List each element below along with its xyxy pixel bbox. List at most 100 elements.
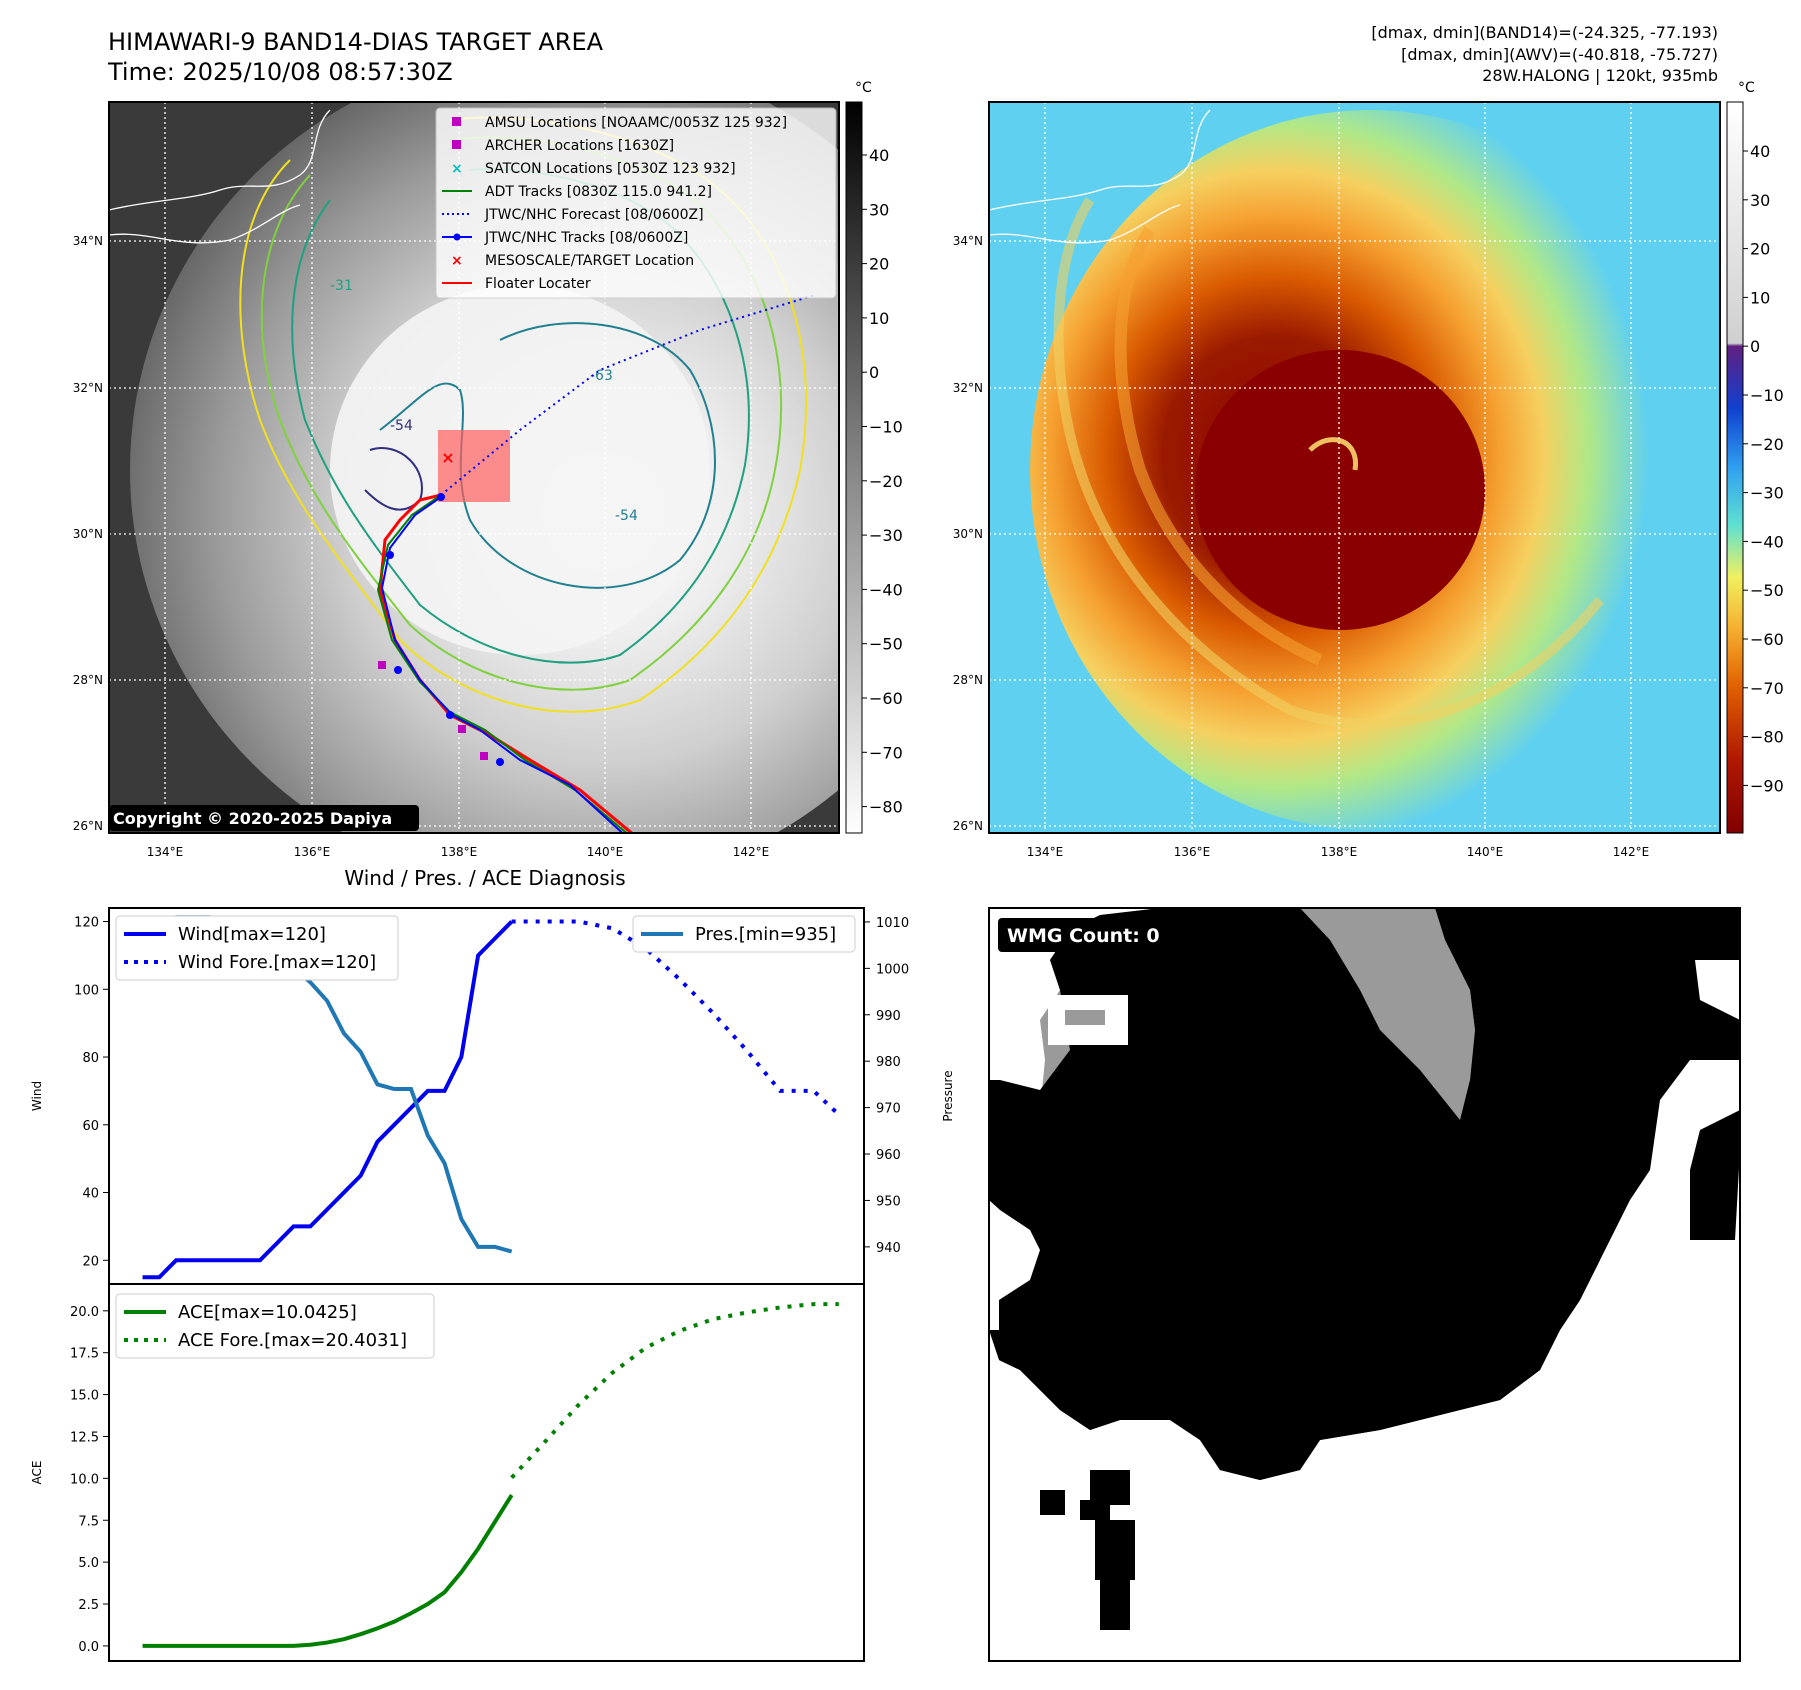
gray-colorbar-label: 10	[869, 309, 889, 328]
legend-marker-square	[452, 140, 461, 149]
color-colorbar: °C 40 30 20 10 0 −10 −20 −30 −40 −50 −60 −70 −80 −90	[1726, 80, 1784, 834]
contour-darkteal	[379, 322, 716, 589]
legend-item-4: JTWC/NHC Forecast [08/0600Z]	[442, 207, 704, 223]
color-colorbar-label: 40	[1750, 142, 1770, 161]
lat-label: 26°N	[73, 819, 103, 833]
lat-label: 32°N	[73, 381, 103, 395]
y-axis-label: ACE	[30, 1461, 44, 1485]
y-tick-label: 15.0	[70, 1389, 99, 1404]
color-map-frame	[988, 101, 1721, 834]
legend-label: ARCHER Locations [1630Z]	[485, 138, 674, 154]
y-tick-label: 17.5	[70, 1347, 99, 1362]
y-tick-label: 10.0	[70, 1472, 99, 1487]
lon-label: 136°E	[294, 845, 331, 859]
jtwc-track-points	[386, 493, 504, 766]
wmg-count-label: WMG Count: 0	[1007, 925, 1160, 947]
y-right-tick-label: 990	[876, 1009, 901, 1024]
series-line	[142, 1494, 514, 1648]
y-right-tick-label: 1010	[876, 916, 909, 931]
wmg-frame	[988, 907, 1741, 1662]
coastline-2	[109, 204, 301, 244]
wmg-hole-gray	[1065, 1010, 1105, 1025]
y-tick-label: 0.0	[78, 1640, 99, 1655]
wmg-black-fragment-1	[1090, 1470, 1130, 1505]
color-colorbar-label: 20	[1750, 240, 1770, 259]
mesoscale-marker: ×	[441, 448, 454, 467]
gray-colorbar: °C 40 30 20 10 0 −10 −20 −30 −40 −50 −60 −70 −80	[845, 80, 903, 834]
color-colorbar-label: −10	[1750, 386, 1784, 405]
jtwc-track	[380, 496, 624, 833]
legend-label: JTWC/NHC Tracks [08/0600Z]	[484, 230, 688, 246]
legend-label: AMSU Locations [NOAAMC/0053Z 125 932]	[485, 115, 787, 131]
chart-legend-label: Wind[max=120]	[178, 924, 326, 945]
y-right-tick-label: 940	[876, 1241, 901, 1256]
gray-colorbar-label: −50	[869, 635, 903, 654]
gray-colorbar-label: 30	[869, 200, 889, 219]
copyright-text: Copyright © 2020-2025 Dapiya	[113, 809, 392, 828]
wmg-black-fragment-4	[1100, 1560, 1130, 1630]
chart-legend: ACE[max=10.0425] ACE Fore.[max=20.4031]	[115, 1293, 435, 1359]
color-band-1	[1053, 197, 1604, 729]
legend-item-1: ARCHER Locations [1630Z]	[452, 138, 674, 154]
y-tick-label: 80	[82, 1051, 99, 1066]
lon-label: 134°E	[147, 845, 184, 859]
legend-item-0: AMSU Locations [NOAAMC/0053Z 125 932]	[452, 115, 787, 131]
color-colorbar-label: −70	[1750, 679, 1784, 698]
chart-legend-box	[115, 915, 399, 981]
color-band-2	[1114, 226, 1323, 666]
y-tick-label: 2.5	[78, 1598, 99, 1613]
color-coastline-2	[989, 204, 1181, 244]
color-colorbar-label: 10	[1750, 288, 1770, 307]
series-line	[510, 1302, 839, 1480]
lon-label: 134°E	[1027, 845, 1064, 859]
gray-colorbar-unit: °C	[855, 80, 872, 96]
lat-label: 26°N	[953, 819, 983, 833]
color-colorbar-label: 30	[1750, 191, 1770, 210]
y-right-tick-label: 1000	[876, 962, 909, 977]
legend-marker-dot	[453, 233, 461, 241]
wmg-black-lower	[989, 1150, 1600, 1480]
color-gridlines	[989, 102, 1720, 833]
wmg-panel: WMG Count: 0	[988, 907, 1741, 1662]
chart-legend-label: ACE[max=10.0425]	[178, 1302, 357, 1323]
y-tick-label: 120	[74, 916, 99, 931]
y-tick-label: 40	[82, 1187, 99, 1202]
color-coastline-1	[989, 109, 1211, 211]
chart-legend: Wind[max=120] Wind Fore.[max=120]	[115, 915, 399, 981]
legend-marker-x: ×	[451, 161, 463, 177]
y-tick-label: 12.5	[70, 1430, 99, 1445]
lat-label: 28°N	[953, 673, 983, 687]
legend-marker-square	[452, 117, 461, 126]
chart-legend-label: Wind Fore.[max=120]	[178, 952, 376, 973]
wind-pressure-chart: 20 40 60 80 100 120 940 950 960 970 980 990 1000 1010…	[30, 907, 955, 1285]
wmg-black-fragment-5	[1040, 1490, 1065, 1515]
y-tick-label: 20.0	[70, 1305, 99, 1320]
color-colorbar-label: −40	[1750, 532, 1784, 551]
lat-label: 28°N	[73, 673, 103, 687]
legend-label: SATCON Locations [0530Z 123 932]	[485, 161, 736, 177]
y-tick-label: 20	[82, 1254, 99, 1269]
color-map-panel: 34°N 32°N 30°N 28°N 26°N 134°E 136°E 138°E 140°E…	[953, 101, 1721, 859]
info-line1: [dmax, dmin](BAND14)=(-24.325, -77.193)	[1371, 23, 1718, 42]
lon-label: 138°E	[441, 845, 478, 859]
gray-colorbar-label: −10	[869, 418, 903, 437]
gray-colorbar-label: −20	[869, 472, 903, 491]
gray-colorbar-label: 40	[869, 146, 889, 165]
legend-item-6: × MESOSCALE/TARGET Location	[451, 253, 694, 269]
contour-label-2: -63	[590, 368, 613, 384]
gray-colorbar-label: −70	[869, 743, 903, 762]
legend-item-5: JTWC/NHC Tracks [08/0600Z]	[442, 230, 688, 246]
y-tick-label: 60	[82, 1119, 99, 1134]
gray-colorbar-label: −80	[869, 798, 903, 817]
color-colorbar-label: 0	[1750, 337, 1760, 356]
color-cdo	[1195, 350, 1485, 630]
lat-label: 32°N	[953, 381, 983, 395]
lat-label: 30°N	[73, 527, 103, 541]
lon-label: 142°E	[733, 845, 770, 859]
chart-legend-label: ACE Fore.[max=20.4031]	[178, 1330, 407, 1351]
lat-label: 30°N	[953, 527, 983, 541]
y-tick-label: 5.0	[78, 1556, 99, 1571]
color-colorbar-unit: °C	[1738, 80, 1755, 96]
